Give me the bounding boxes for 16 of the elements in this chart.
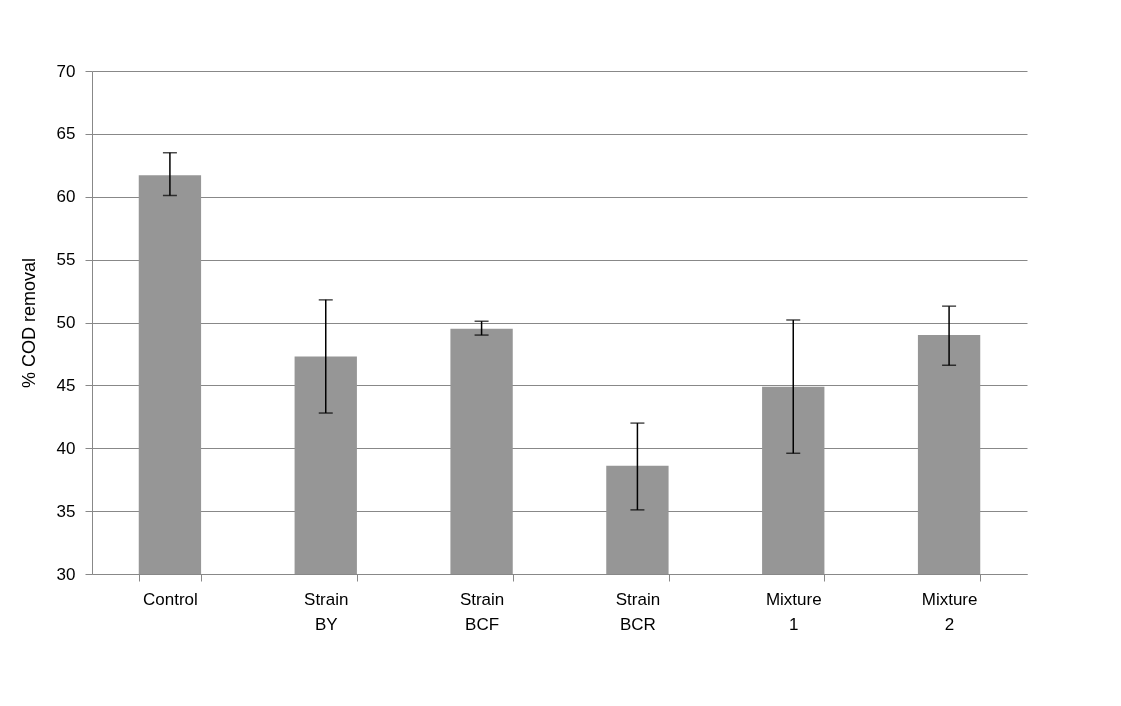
y-tick-label: 45 xyxy=(56,375,76,395)
x-tick-label: Mixture 2 xyxy=(921,589,978,634)
x-tick-label: Strain BCF xyxy=(459,589,505,634)
x-tick-label: Mixture 1 xyxy=(765,589,822,634)
x-tick-label: Strain BCR xyxy=(615,589,661,634)
y-tick-label: 55 xyxy=(56,250,76,270)
y-tick-label: 35 xyxy=(56,501,76,521)
y-tick-label: 50 xyxy=(56,313,76,332)
x-tick-label: Strain BY xyxy=(304,589,349,634)
x-tick-label: Control xyxy=(143,589,198,609)
y-axis-title: % COD removal xyxy=(18,257,39,389)
y-tick-label: 65 xyxy=(56,124,76,144)
y-tick-label: 40 xyxy=(56,438,76,458)
y-tick-label: 60 xyxy=(56,187,76,207)
y-tick-label: 30 xyxy=(56,564,76,584)
y-tick-label: 70 xyxy=(56,61,76,81)
